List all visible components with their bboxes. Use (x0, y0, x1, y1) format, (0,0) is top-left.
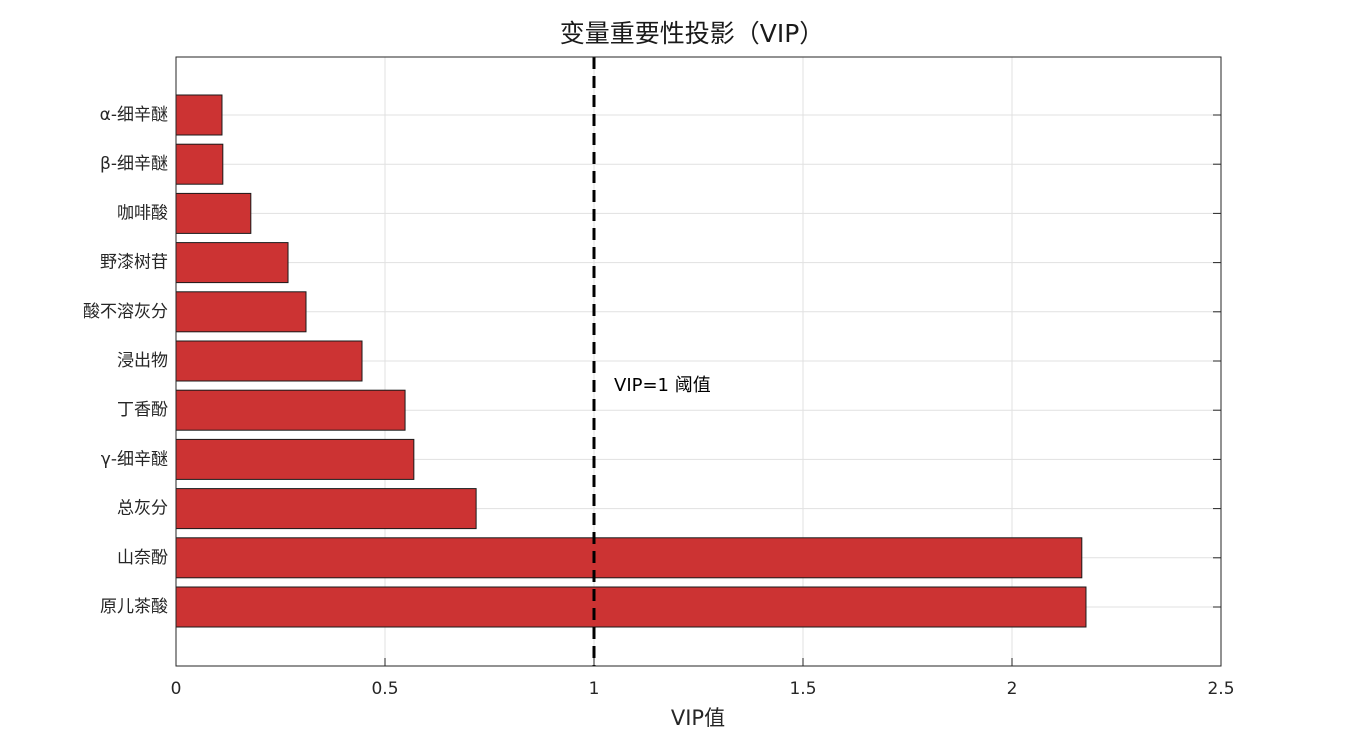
y-tick-label: γ-细辛醚 (101, 449, 168, 469)
y-tick-label: 咖啡酸 (117, 203, 168, 223)
bar (175, 537, 1083, 579)
bar (175, 340, 363, 382)
y-tick-label: 山奈酚 (117, 548, 168, 568)
bar (175, 242, 289, 284)
y-tick-label: 总灰分 (117, 499, 168, 519)
x-tick-label: 0.5 (371, 679, 398, 699)
x-tick-label: 1 (589, 679, 600, 699)
bar (175, 586, 1087, 628)
y-tick-label: 丁香酚 (117, 400, 168, 420)
x-tick-label: 1.5 (789, 679, 816, 699)
bar (175, 389, 406, 431)
bar (175, 438, 415, 480)
y-tick-label: 野漆树苷 (100, 253, 168, 273)
y-tick-label: 酸不溶灰分 (83, 302, 168, 322)
y-tick-label: α-细辛醚 (100, 105, 168, 125)
chart-title: 变量重要性投影（VIP） (560, 19, 825, 48)
bar (175, 192, 252, 234)
plot-frame (175, 56, 1222, 667)
bar (175, 488, 477, 530)
x-axis-label: VIP值 (671, 706, 725, 730)
threshold-label: VIP=1 阈值 (614, 375, 711, 396)
y-tick-label: β-细辛醚 (100, 154, 168, 174)
x-tick-label: 2.5 (1207, 679, 1234, 699)
bar (175, 143, 224, 185)
bar (175, 291, 307, 333)
x-tick-label: 0 (171, 679, 182, 699)
y-tick-label: 浸出物 (117, 351, 168, 371)
y-tick-label: 原儿茶酸 (100, 597, 168, 617)
x-tick-label: 2 (1007, 679, 1018, 699)
bar (175, 94, 223, 136)
